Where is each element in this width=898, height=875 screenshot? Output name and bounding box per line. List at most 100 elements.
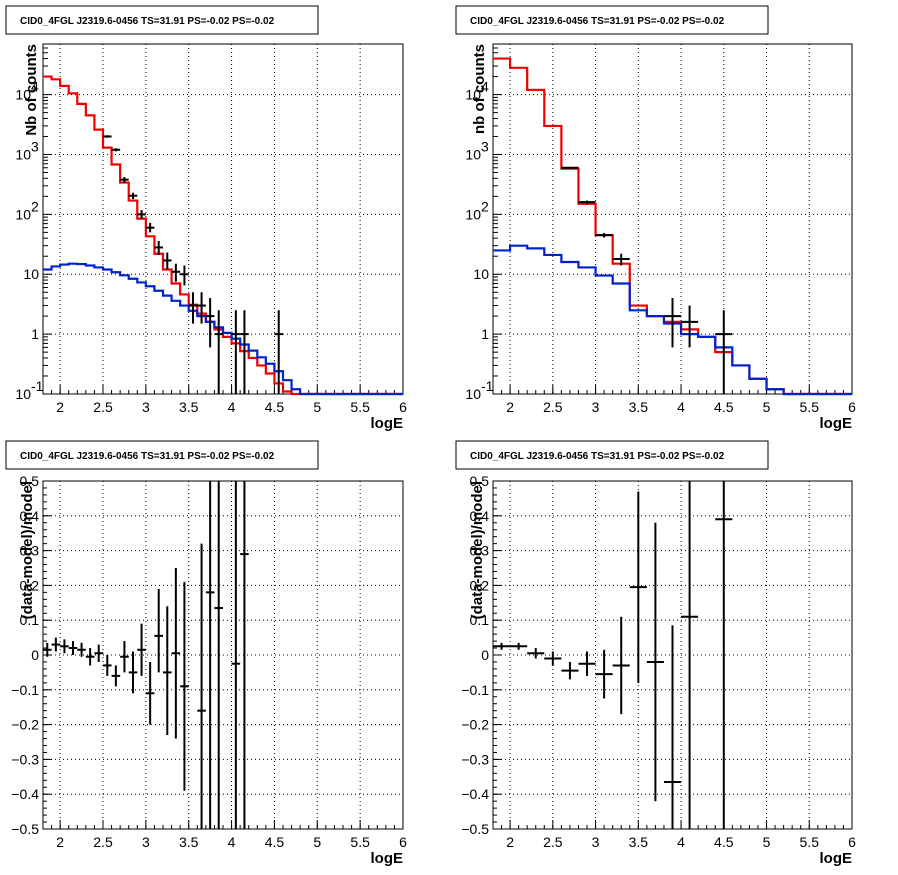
source-model-histogram <box>493 244 852 396</box>
x-tick-label: 5.5 <box>800 399 820 415</box>
y-tick-label: −0.5 <box>461 821 489 837</box>
y-tick-label: 10 <box>23 266 39 282</box>
chart-counts-left: CID0_4FGL J2319.6-0456 TS=31.91 PS=-0.02… <box>5 5 407 432</box>
x-tick-label: 5 <box>313 834 321 850</box>
plot-frame <box>42 480 404 830</box>
y-tick-label: 0.5 <box>470 473 490 489</box>
y-tick-exponent: 2 <box>31 198 39 214</box>
x-tick-label: 6 <box>848 399 856 415</box>
x-tick-label: 4.5 <box>714 399 734 415</box>
y-tick-label: 0.1 <box>20 612 40 628</box>
x-tick-label: 6 <box>399 399 407 415</box>
y-tick-label: 10 <box>465 87 481 103</box>
chart-residuals-left: CID0_4FGL J2319.6-0456 TS=31.91 PS=-0.02… <box>5 440 407 867</box>
y-tick-label: 0.5 <box>20 473 40 489</box>
y-tick-label: 1 <box>31 326 39 342</box>
x-axis-label: logE <box>371 415 404 432</box>
x-tick-label: 5.5 <box>800 834 820 850</box>
y-tick-label: 10 <box>15 87 31 103</box>
y-tick-label: 10 <box>465 146 481 162</box>
y-tick-label: −0.4 <box>11 786 39 802</box>
chart-counts-right: CID0_4FGL J2319.6-0456 TS=31.91 PS=-0.02… <box>455 5 856 432</box>
x-tick-label: 2.5 <box>543 834 563 850</box>
y-tick-label: 10 <box>465 386 481 402</box>
x-tick-label: 2.5 <box>543 399 563 415</box>
y-tick-label: 10 <box>15 206 31 222</box>
y-tick-label: 10 <box>465 206 481 222</box>
x-axis-label: logE <box>820 415 853 432</box>
x-tick-label: 2 <box>56 399 64 415</box>
x-axis-label: logE <box>820 850 853 867</box>
y-tick-label: −0.3 <box>461 751 489 767</box>
x-tick-label: 3.5 <box>179 399 199 415</box>
y-tick-label: −0.5 <box>11 821 39 837</box>
x-tick-label: 3 <box>142 399 150 415</box>
y-tick-exponent: -1 <box>31 378 44 394</box>
y-tick-label: −0.1 <box>11 682 39 698</box>
x-tick-label: 4.5 <box>265 399 285 415</box>
x-tick-label: 2 <box>506 834 514 850</box>
y-tick-label: 0.3 <box>470 543 490 559</box>
x-tick-label: 5 <box>763 834 771 850</box>
x-tick-label: 3 <box>592 399 600 415</box>
chart-title: CID0_4FGL J2319.6-0456 TS=31.91 PS=-0.02… <box>20 16 275 27</box>
x-tick-label: 4 <box>677 399 685 415</box>
y-tick-label: 0.2 <box>20 577 40 593</box>
y-tick-exponent: 3 <box>481 138 489 154</box>
x-tick-label: 3.5 <box>629 399 649 415</box>
y-tick-label: −0.1 <box>461 682 489 698</box>
x-tick-label: 3 <box>592 834 600 850</box>
x-tick-label: 4.5 <box>265 834 285 850</box>
x-tick-label: 2 <box>56 834 64 850</box>
x-tick-label: 3 <box>142 834 150 850</box>
x-tick-label: 4 <box>228 399 236 415</box>
x-tick-label: 4.5 <box>714 834 734 850</box>
y-tick-label: 0.3 <box>20 543 40 559</box>
y-tick-label: 0.4 <box>470 508 490 524</box>
y-tick-label: 0.1 <box>470 612 490 628</box>
title-box <box>5 440 319 470</box>
chart-title: CID0_4FGL J2319.6-0456 TS=31.91 PS=-0.02… <box>470 16 725 27</box>
x-tick-label: 5 <box>763 399 771 415</box>
y-tick-label: 10 <box>15 386 31 402</box>
plot-frame <box>492 43 853 395</box>
y-tick-exponent: -1 <box>481 378 494 394</box>
title-box <box>5 5 319 35</box>
y-axis-label: Nb of counts <box>23 44 40 136</box>
x-tick-label: 4 <box>228 834 236 850</box>
chart-title: CID0_4FGL J2319.6-0456 TS=31.91 PS=-0.02… <box>20 451 275 462</box>
y-tick-label: 0 <box>481 647 489 663</box>
y-tick-label: 1 <box>481 326 489 342</box>
y-tick-label: 0.2 <box>470 577 490 593</box>
x-tick-label: 2 <box>506 399 514 415</box>
y-tick-label: −0.4 <box>461 786 489 802</box>
y-tick-exponent: 4 <box>481 79 489 95</box>
chart-title: CID0_4FGL J2319.6-0456 TS=31.91 PS=-0.02… <box>470 451 725 462</box>
y-axis-label: nb of counts <box>471 44 488 134</box>
title-box <box>455 5 769 35</box>
chart-residuals-right: CID0_4FGL J2319.6-0456 TS=31.91 PS=-0.02… <box>455 440 856 867</box>
x-tick-label: 6 <box>848 834 856 850</box>
y-tick-exponent: 2 <box>481 198 489 214</box>
x-tick-label: 5.5 <box>350 399 370 415</box>
y-tick-label: −0.2 <box>461 717 489 733</box>
total-model-histogram <box>43 75 403 396</box>
y-tick-label: −0.2 <box>11 717 39 733</box>
y-axis-label: (data-model)/model <box>469 481 486 619</box>
y-tick-label: 10 <box>15 146 31 162</box>
x-tick-label: 2.5 <box>93 399 113 415</box>
plot-frame <box>42 43 404 395</box>
y-tick-exponent: 3 <box>31 138 39 154</box>
y-tick-label: 0.4 <box>20 508 40 524</box>
x-tick-label: 2.5 <box>93 834 113 850</box>
y-tick-exponent: 4 <box>31 79 39 95</box>
x-tick-label: 3.5 <box>179 834 199 850</box>
y-tick-label: 0 <box>31 647 39 663</box>
source-model-histogram <box>43 262 403 396</box>
x-tick-label: 5 <box>313 399 321 415</box>
y-tick-label: 10 <box>473 266 489 282</box>
x-tick-label: 6 <box>399 834 407 850</box>
y-axis-label: (data-model)/model <box>19 481 36 619</box>
x-axis-label: logE <box>371 850 404 867</box>
